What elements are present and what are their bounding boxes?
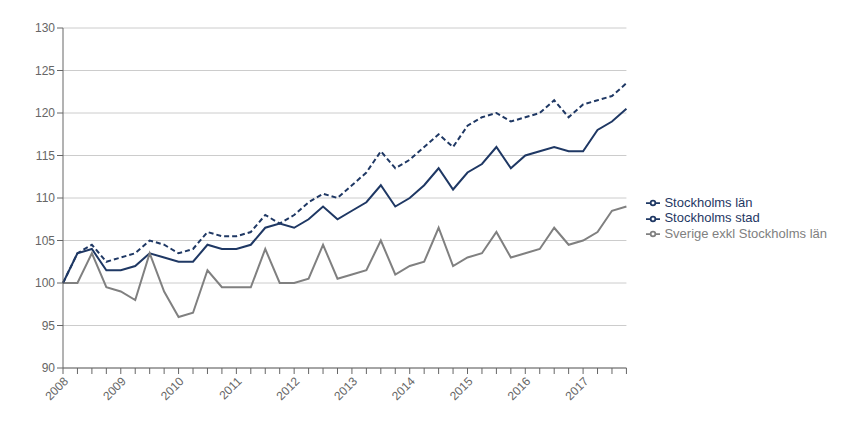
svg-text:2009: 2009 <box>100 374 129 403</box>
svg-text:100: 100 <box>35 276 55 290</box>
svg-text:115: 115 <box>36 149 55 163</box>
html-text:Stockholms stad: Stockholms stad <box>664 210 760 226</box>
svg-text:2013: 2013 <box>331 374 360 403</box>
svg-text:2015: 2015 <box>447 374 476 403</box>
svg-text:95: 95 <box>42 319 56 333</box>
svg-text:2012: 2012 <box>274 374 303 403</box>
html-text:Stockholms län: Stockholms län <box>664 194 753 210</box>
svg-text:2010: 2010 <box>158 374 187 403</box>
svg-text:2017: 2017 <box>562 374 591 403</box>
svg-text:2011: 2011 <box>216 374 244 402</box>
svg-text:90: 90 <box>42 361 56 375</box>
svg-text:2008: 2008 <box>42 374 71 403</box>
html-text:Sverige exkl Stockholms län: Sverige exkl Stockholms län <box>664 225 827 241</box>
svg-text:2014: 2014 <box>389 374 418 403</box>
svg-text:110: 110 <box>36 191 55 205</box>
svg-text:130: 130 <box>35 21 55 35</box>
svg-text:2016: 2016 <box>505 374 534 403</box>
svg-text:105: 105 <box>35 234 55 248</box>
svg-text:125: 125 <box>35 64 55 78</box>
svg-text:120: 120 <box>35 106 55 120</box>
